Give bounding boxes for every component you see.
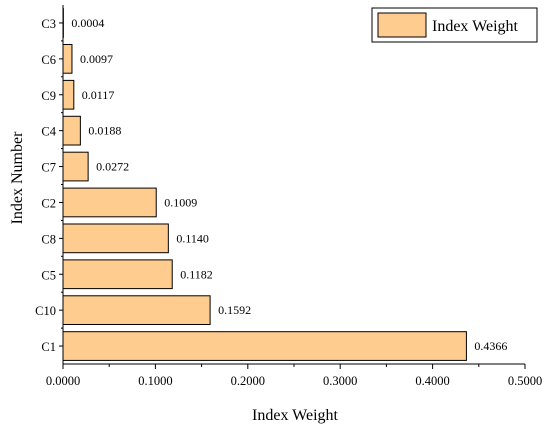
y-axis-title: Index Number [9, 131, 26, 225]
bars-layer [62, 8, 467, 361]
y-tick-label-C6: C6 [41, 53, 56, 67]
legend: Index Weight [371, 7, 538, 43]
y-tick-label-C9: C9 [41, 89, 56, 103]
data-label-C6: 0.0097 [80, 52, 113, 66]
x-tick-label: 0.3000 [323, 374, 357, 388]
data-label-C10: 0.1592 [218, 303, 251, 317]
bar-C6 [62, 43, 73, 74]
bar-C4 [62, 115, 81, 146]
x-tick-label: 0.1000 [138, 374, 172, 388]
data-label-C1: 0.4366 [474, 339, 507, 353]
data-label-C9: 0.0117 [82, 88, 115, 102]
bar-C1 [62, 331, 467, 361]
labels-layer: 0.4366 C1 0.1592 C10 0.1182 C5 0.1140 C8 0.1009 C… [35, 16, 542, 388]
x-tick-label: 0.4000 [415, 374, 449, 388]
bar-C7 [62, 151, 89, 182]
bar-C10 [62, 295, 211, 326]
data-label-C7: 0.0272 [96, 160, 129, 174]
legend-swatch [377, 12, 427, 38]
data-label-C2: 0.1009 [164, 195, 197, 209]
y-tick-label-C3: C3 [41, 17, 56, 31]
bar-C2 [62, 187, 157, 218]
y-tick-label-C10: C10 [35, 304, 56, 318]
data-label-C5: 0.1182 [180, 267, 213, 281]
x-tick-label: 0.0000 [46, 374, 80, 388]
data-label-C4: 0.0188 [88, 124, 121, 138]
y-tick-label-C5: C5 [41, 268, 56, 282]
x-tick-label: 0.2000 [231, 374, 265, 388]
y-tick-label-C1: C1 [41, 340, 56, 354]
bar-C9 [62, 79, 75, 110]
y-tick-label-C8: C8 [41, 232, 56, 246]
axes-layer [59, 5, 526, 369]
data-label-C8: 0.1140 [176, 231, 209, 245]
data-label-C3: 0.0004 [71, 16, 104, 30]
bar-C5 [62, 259, 173, 290]
y-tick-label-C2: C2 [41, 196, 56, 210]
x-tick-label: 0.5000 [508, 374, 542, 388]
legend-label: Index Weight [432, 18, 519, 35]
x-axis-title: Index Weight [252, 407, 339, 424]
bar-C8 [62, 223, 169, 254]
y-tick-label-C7: C7 [41, 161, 56, 175]
y-tick-label-C4: C4 [41, 125, 56, 139]
